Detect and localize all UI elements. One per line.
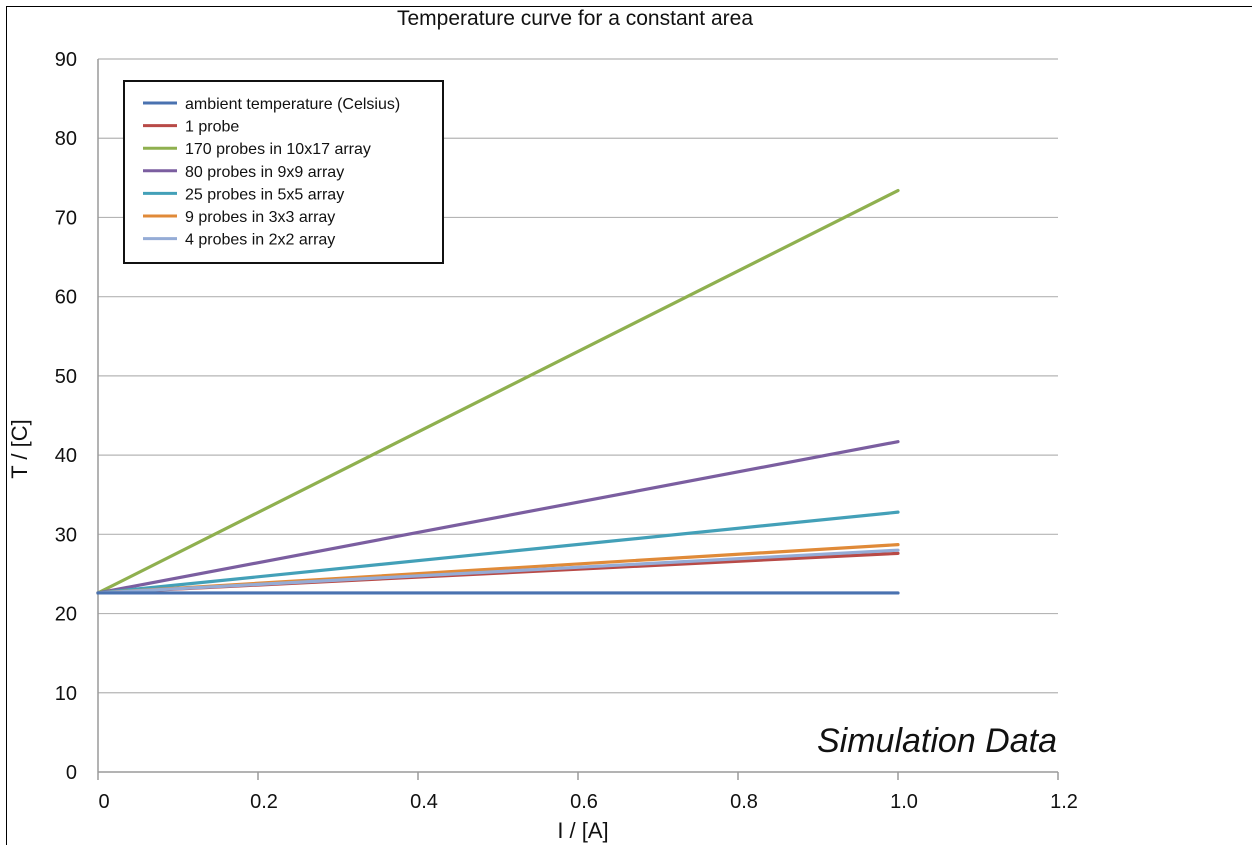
axes	[97, 59, 1059, 780]
y-tick-label: 0	[66, 762, 77, 784]
series-line-4	[96, 510, 900, 595]
y-tick-label: 50	[55, 366, 77, 388]
series-line-2	[96, 188, 900, 595]
y-tick-label: 20	[55, 604, 77, 626]
x-tick-label: 0.8	[730, 791, 758, 813]
y-tick-label: 90	[55, 49, 77, 71]
x-tick-label: 1.2	[1050, 791, 1078, 813]
legend-entry-4: 25 probes in 5x5 array	[185, 186, 344, 203]
y-tick-label: 80	[55, 128, 77, 150]
gridlines	[98, 58, 1058, 694]
y-tick-label: 60	[55, 287, 77, 309]
series-lines	[96, 188, 900, 595]
y-tick-label: 70	[55, 207, 77, 229]
legend-box	[123, 80, 444, 264]
chart-title: Temperature curve for a constant area	[397, 7, 753, 30]
x-tick-label: 0.2	[250, 791, 278, 813]
legend-entry-3: 80 probes in 9x9 array	[185, 164, 344, 181]
simulation-data-annotation: Simulation Data	[817, 722, 1057, 760]
legend-entry-1: 1 probe	[185, 119, 239, 136]
series-line-3	[96, 440, 900, 595]
y-axis-label: T / [C]	[7, 419, 32, 479]
chart-frame	[6, 6, 1252, 845]
x-axis-label: I / [A]	[557, 818, 608, 843]
x-tick-label: 0	[98, 791, 109, 813]
y-tick-labels: 0 10 20 30 40 50 60 70 80 90	[55, 49, 77, 784]
legend-entry-0: ambient temperature (Celsius)	[185, 96, 400, 113]
legend-entry-6: 4 probes in 2x2 array	[185, 232, 335, 249]
y-tick-label: 10	[55, 683, 77, 705]
x-tick-labels: 0 0.2 0.4 0.6 0.8 1.0 1.2	[98, 791, 1077, 813]
series-line-6	[96, 548, 900, 595]
legend-entry-2: 170 probes in 10x17 array	[185, 141, 371, 158]
legend: ambient temperature (Celsius) 1 probe 170 …	[123, 80, 444, 264]
x-tick-label: 0.6	[570, 791, 598, 813]
x-tick-label: 1.0	[890, 791, 918, 813]
x-tick-label: 0.4	[410, 791, 438, 813]
legend-entry-5: 9 probes in 3x3 array	[185, 209, 335, 226]
y-tick-label: 30	[55, 524, 77, 546]
y-tick-label: 40	[55, 445, 77, 467]
